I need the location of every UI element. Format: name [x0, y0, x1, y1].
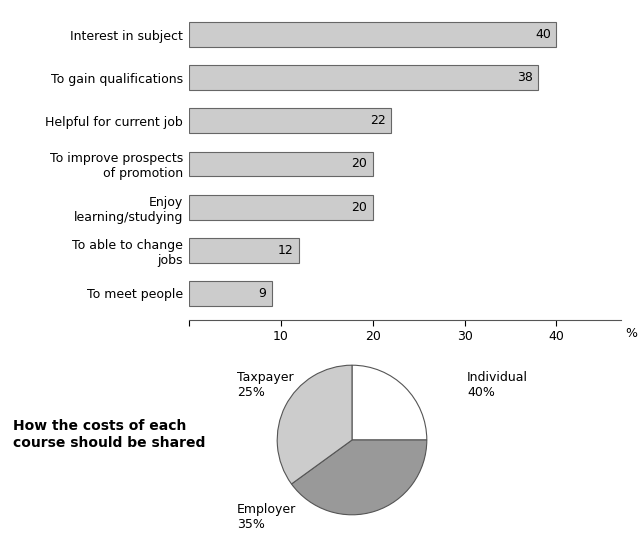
Text: Employer
35%: Employer 35%	[237, 503, 296, 531]
Bar	[189, 238, 299, 262]
Wedge shape	[277, 365, 352, 484]
Text: 20: 20	[351, 157, 367, 170]
Text: 20: 20	[351, 201, 367, 213]
Wedge shape	[352, 365, 427, 440]
Text: How the costs of each
course should be shared: How the costs of each course should be s…	[13, 420, 205, 449]
Text: %: %	[625, 327, 637, 340]
Bar	[189, 65, 538, 90]
Text: 38: 38	[516, 72, 532, 84]
Bar	[189, 280, 271, 306]
Text: 12: 12	[278, 244, 294, 256]
Bar	[189, 195, 372, 219]
Text: Taxpayer
25%: Taxpayer 25%	[237, 371, 293, 399]
Text: 9: 9	[258, 287, 266, 300]
Bar	[189, 23, 556, 47]
Wedge shape	[291, 440, 427, 515]
Text: 22: 22	[370, 114, 385, 128]
Bar	[189, 108, 391, 134]
Text: Individual
40%: Individual 40%	[467, 371, 528, 399]
Bar	[189, 151, 372, 177]
Text: 40: 40	[535, 29, 551, 41]
